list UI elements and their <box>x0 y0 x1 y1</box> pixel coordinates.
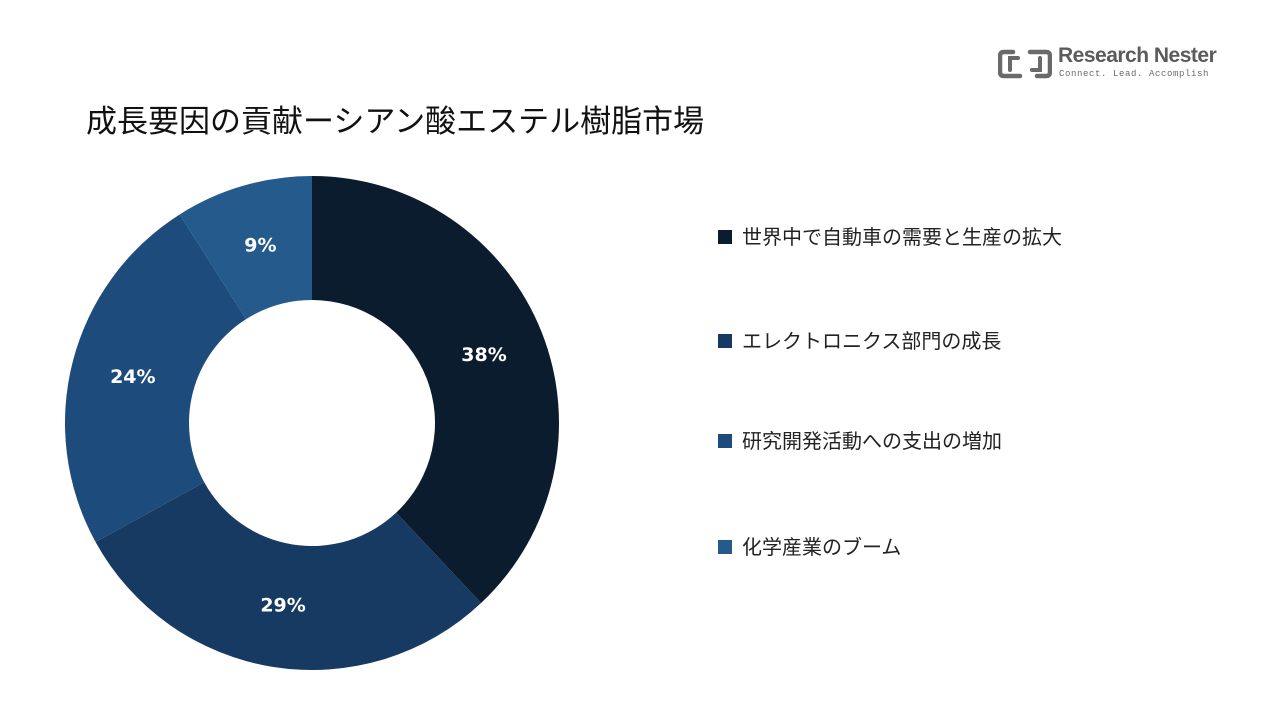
legend-swatch-4 <box>718 540 732 554</box>
logo-mark-icon <box>998 49 1052 79</box>
donut-chart: 38% 29% 24% 9% <box>65 176 560 670</box>
slice-label-3: 24% <box>110 366 155 388</box>
slice-label-2: 29% <box>260 595 305 617</box>
donut-slice-3 <box>65 214 247 542</box>
donut-slice-2 <box>95 482 482 670</box>
legend-label-1: 世界中で自動車の需要と生産の拡大 <box>742 225 1062 249</box>
legend-label-4: 化学産業のブーム <box>742 535 902 559</box>
legend-item-4: 化学産業のブーム <box>718 532 1098 562</box>
legend-swatch-3 <box>718 434 732 448</box>
donut-slice-1 <box>312 176 560 604</box>
slice-label-4: 9% <box>244 234 276 256</box>
logo-name: Research Nester <box>1058 44 1217 67</box>
slice-label-1: 38% <box>461 344 506 366</box>
research-nester-logo: Research Nester Connect. Lead. Accomplis… <box>998 44 1217 84</box>
legend-label-3: 研究開発活動への支出の増加 <box>742 429 1002 453</box>
legend-item-1: 世界中で自動車の需要と生産の拡大 <box>718 222 1098 252</box>
chart-title: 成長要因の貢献ーシアン酸エステル樹脂市場 <box>86 104 705 140</box>
legend-swatch-1 <box>718 230 732 244</box>
legend-item-3: 研究開発活動への支出の増加 <box>718 426 1098 456</box>
legend-label-2: エレクトロニクス部門の成長 <box>742 329 1002 353</box>
legend-item-2: エレクトロニクス部門の成長 <box>718 326 1098 356</box>
legend-swatch-2 <box>718 334 732 348</box>
logo-tagline: Connect. Lead. Accomplish <box>1059 69 1210 79</box>
donut-slice-4 <box>179 176 312 320</box>
